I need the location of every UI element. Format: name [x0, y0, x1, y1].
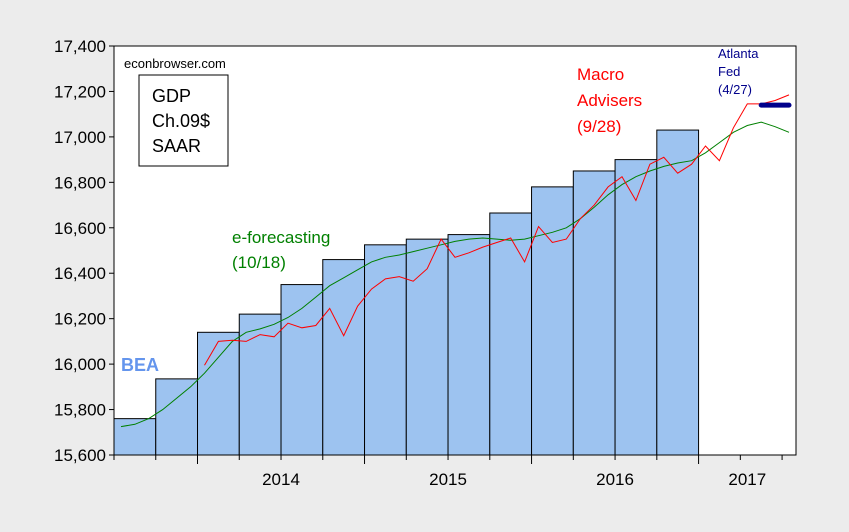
bar-2013Q4 — [155, 378, 199, 456]
atlanta-label-line-3: (4/27) — [718, 82, 752, 97]
bar-2016Q2 — [572, 170, 616, 456]
macro-advisers-line — [204, 94, 790, 366]
x-year-label: 2015 — [429, 470, 467, 489]
forecast-lines — [120, 94, 792, 428]
bar-2014Q3 — [280, 284, 324, 456]
bar-2015Q3 — [447, 234, 491, 456]
bar-2015Q4 — [489, 212, 533, 456]
bea-label: BEA — [121, 355, 159, 375]
x-year-label: 2017 — [728, 470, 766, 489]
y-tick-label: 16,200 — [54, 310, 106, 329]
source-label: econbrowser.com — [124, 56, 226, 71]
eforecasting-line — [120, 121, 790, 428]
atlanta-label-line-1: Atlanta — [718, 46, 759, 61]
eforecasting-label-line-2: (10/18) — [232, 253, 286, 272]
bar-2014Q2 — [238, 313, 282, 456]
series-box — [138, 74, 229, 167]
macro-label-line-1: Macro — [577, 65, 624, 84]
y-tick-label: 16,400 — [54, 264, 106, 283]
series-box-line-1: GDP — [152, 86, 191, 106]
bar-2016Q4 — [656, 129, 700, 456]
y-tick-label: 17,200 — [54, 82, 106, 101]
plot-frame — [113, 45, 797, 456]
bar-2016Q3 — [614, 159, 658, 456]
series-box-line-2: Ch.09$ — [152, 111, 210, 131]
y-tick-label: 16,000 — [54, 355, 106, 374]
x-axis: 2014 2015 2016 2017 — [113, 455, 783, 489]
bar-2015Q1 — [364, 244, 407, 456]
bar-2015Q2 — [405, 238, 449, 456]
bar-2014Q1 — [197, 331, 240, 456]
y-tick-label: 15,800 — [54, 401, 106, 420]
atlanta-label-line-2: Fed — [718, 64, 740, 79]
series-box-line-3: SAAR — [152, 136, 201, 156]
y-tick-label: 16,800 — [54, 173, 106, 192]
macro-label-line-2: Advisers — [577, 91, 642, 110]
x-year-label: 2014 — [262, 470, 300, 489]
eforecasting-label-line-1: e-forecasting — [232, 228, 330, 247]
bea-bars — [113, 129, 700, 456]
y-tick-label: 15,600 — [54, 446, 106, 465]
macro-label-line-3: (9/28) — [577, 117, 621, 136]
y-tick-label: 17,400 — [54, 37, 106, 56]
bar-2014Q4 — [322, 259, 366, 456]
y-tick-label: 16,600 — [54, 219, 106, 238]
y-axis: 15,600 15,800 16,000 16,200 16,400 16,600 16,8… — [54, 37, 114, 465]
y-tick-label: 17,000 — [54, 128, 106, 147]
x-year-label: 2016 — [596, 470, 634, 489]
